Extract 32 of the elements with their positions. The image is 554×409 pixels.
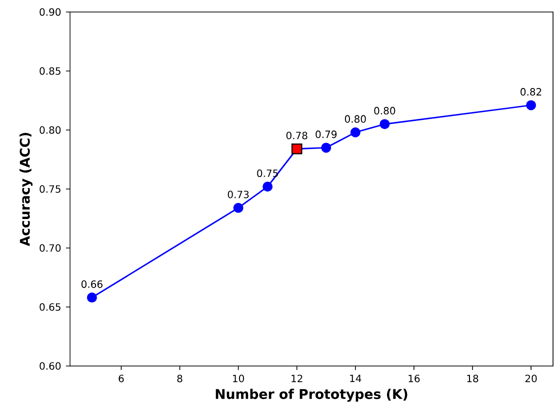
data-label: 0.73: [228, 190, 249, 198]
y-tick-label: 0.75: [40, 185, 60, 193]
data-label: 0.82: [520, 88, 542, 96]
y-tick-label: 0.60: [40, 362, 61, 370]
x-tick-label: 8: [177, 374, 182, 382]
data-label: 0.80: [344, 115, 366, 123]
x-axis-title: Number of Prototypes (K): [216, 388, 408, 402]
point: [526, 100, 536, 110]
x-tick-label: 6: [118, 374, 124, 382]
point: [86, 292, 97, 303]
y-tick-label: 0.90: [40, 8, 61, 16]
point: [350, 127, 360, 138]
x-tick-label: 18: [467, 374, 478, 382]
y-tick-label: 0.85: [40, 67, 60, 75]
point: [380, 119, 390, 130]
x-tick-label: 16: [408, 374, 420, 382]
data-label: 0.79: [316, 130, 337, 138]
data-label: 0.66: [81, 280, 102, 288]
data-label: 0.75: [257, 169, 278, 178]
x-tick-label: 20: [525, 374, 537, 382]
point: [262, 182, 273, 192]
data-label: 0.78: [286, 132, 308, 140]
y-tick-label: 0.70: [40, 244, 61, 252]
y-axis-title: Accuracy (ACC): [20, 132, 33, 246]
y-tick-label: 0.80: [40, 126, 61, 134]
x-tick-label: 12: [292, 374, 302, 382]
x-tick-label: 10: [233, 374, 244, 382]
point: [233, 202, 244, 213]
point: [321, 142, 332, 153]
data-label: 0.80: [374, 106, 396, 114]
x-tick-label: 14: [350, 374, 362, 382]
y-tick-label: 0.65: [40, 303, 60, 311]
